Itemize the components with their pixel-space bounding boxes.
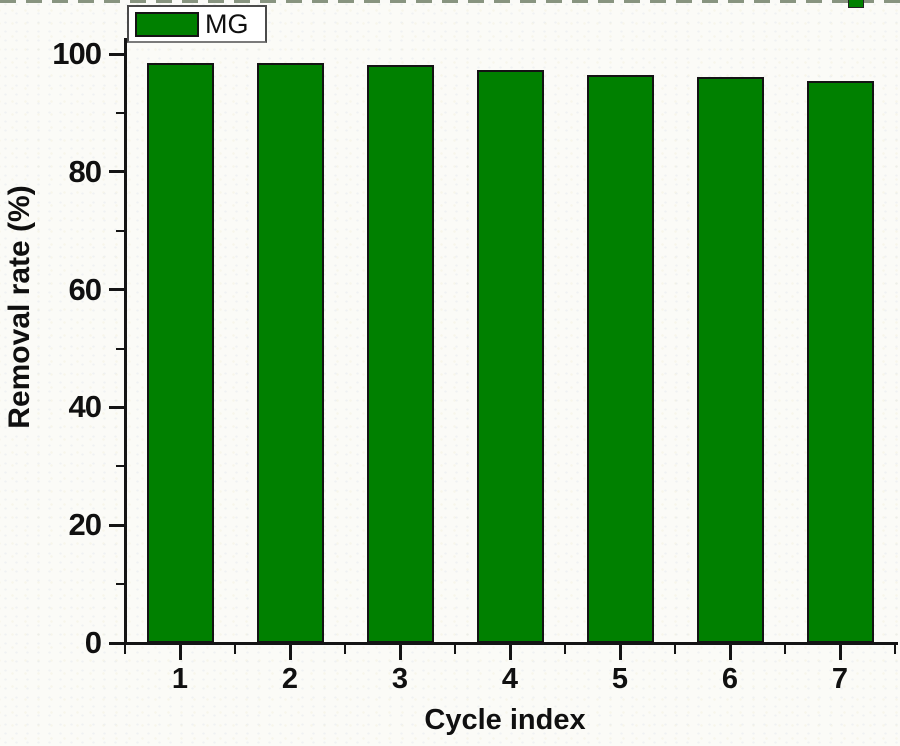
y-major-tick (109, 523, 124, 527)
x-major-tick (838, 644, 842, 660)
x-minor-tick (344, 644, 346, 654)
cropped-chart-remnant (0, 0, 900, 3)
y-major-tick (109, 170, 124, 174)
x-tick-label: 4 (501, 663, 519, 695)
y-major-tick (109, 641, 124, 645)
y-tick-label: 0 (84, 625, 102, 660)
bar (696, 76, 764, 643)
cropped-bar-remnant (848, 0, 864, 8)
x-major-tick (288, 644, 292, 660)
y-major-tick (109, 52, 124, 56)
legend-swatch-mg (135, 11, 199, 37)
x-minor-tick (784, 644, 786, 654)
legend: MG (127, 5, 267, 43)
x-major-tick (398, 644, 402, 660)
x-tick-label: 6 (721, 663, 739, 695)
y-minor-tick (116, 111, 124, 114)
x-tick-label: 7 (831, 663, 849, 695)
x-axis-line (123, 641, 898, 645)
y-major-tick (109, 288, 124, 292)
y-minor-tick (116, 229, 124, 232)
x-major-tick (178, 644, 182, 660)
x-minor-tick (894, 644, 896, 654)
x-minor-tick (234, 644, 236, 654)
x-major-tick (618, 644, 622, 660)
bar (256, 63, 324, 643)
bar (366, 65, 434, 643)
x-tick-label: 2 (281, 663, 299, 695)
y-minor-tick (116, 465, 124, 468)
y-tick-label: 80 (68, 153, 102, 189)
bar (806, 80, 874, 643)
x-tick-label: 1 (171, 663, 189, 695)
x-axis-title: Cycle index (424, 704, 586, 736)
bar (146, 62, 214, 643)
legend-label: MG (205, 8, 249, 39)
y-minor-tick (116, 347, 124, 350)
x-major-tick (728, 644, 732, 660)
y-tick-label: 40 (68, 389, 102, 425)
bar (476, 69, 544, 643)
x-tick-label: 3 (391, 663, 409, 695)
y-axis-title: Removal rate (%) (3, 185, 36, 429)
x-minor-tick (564, 644, 566, 654)
x-minor-tick (454, 644, 456, 654)
bar (586, 74, 654, 643)
y-major-tick (109, 405, 124, 409)
y-tick-label: 20 (68, 507, 102, 543)
x-minor-tick (124, 644, 126, 654)
y-tick-label: 100 (52, 36, 102, 71)
y-minor-tick (116, 583, 124, 586)
x-minor-tick (674, 644, 676, 654)
y-tick-label: 60 (68, 271, 102, 307)
x-tick-label: 5 (611, 663, 629, 695)
y-axis-line (123, 38, 127, 645)
x-major-tick (508, 644, 512, 660)
